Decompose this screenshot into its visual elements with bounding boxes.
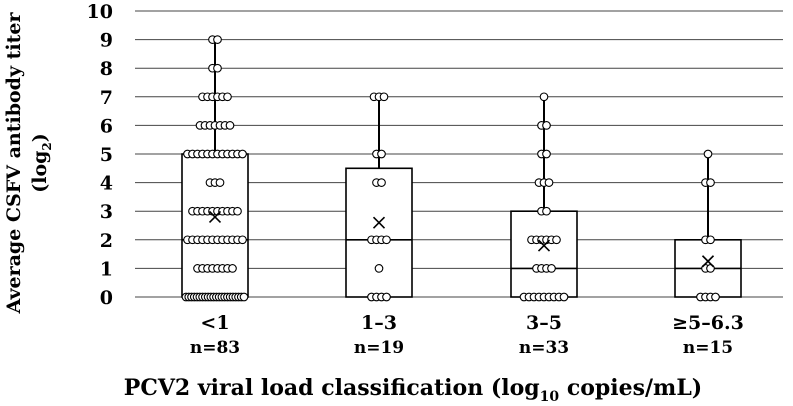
boxes — [181, 35, 742, 302]
y-tick-label: 1 — [100, 258, 113, 280]
data-point — [711, 292, 720, 302]
data-point — [542, 121, 551, 130]
y-tick-label: 8 — [100, 58, 113, 80]
data-point — [542, 206, 551, 216]
y-tick-label: 10 — [87, 1, 113, 23]
data-point — [225, 121, 235, 130]
category-labels: <1 n=83 1–3 n=19 3–5 n=33 ≥5–6.3 n=15 — [190, 312, 744, 358]
data-point — [552, 235, 561, 245]
box — [510, 210, 578, 298]
sample-size-label: n=15 — [683, 338, 733, 358]
mean-marker — [372, 216, 386, 229]
y-tick-label: 2 — [100, 230, 113, 252]
data-point — [559, 292, 569, 302]
sample-size-label: n=33 — [519, 338, 569, 358]
sample-size-label: n=83 — [190, 338, 240, 358]
y-tick-label: 4 — [100, 173, 113, 195]
box — [181, 153, 249, 298]
data-point — [223, 92, 232, 102]
box — [345, 167, 413, 298]
y-axis-ticks: 0 1 2 3 4 5 6 7 8 9 10 — [87, 1, 113, 309]
category-label: ≥5–6.3 — [672, 312, 744, 334]
data-point — [544, 178, 554, 187]
data-point — [238, 235, 247, 245]
data-point — [703, 149, 713, 159]
data-point — [239, 292, 249, 302]
y-tick-label: 3 — [100, 201, 113, 223]
y-axis-unit: (log2) — [29, 133, 54, 193]
data-point — [228, 264, 237, 273]
category-label: 1–3 — [361, 312, 397, 334]
data-point — [706, 178, 715, 187]
mean-marker — [701, 255, 715, 268]
data-point — [213, 35, 222, 44]
data-point — [215, 178, 225, 187]
sample-size-label: n=19 — [354, 338, 404, 358]
category-label: 3–5 — [526, 312, 562, 334]
data-point — [213, 63, 222, 73]
y-tick-label: 6 — [100, 115, 113, 137]
mean-marker — [208, 210, 222, 223]
y-tick-label: 7 — [100, 87, 113, 109]
data-point — [379, 92, 389, 102]
x-axis-title: PCV2 viral load classification (log10 co… — [124, 375, 702, 405]
category-label: <1 — [200, 312, 229, 334]
data-point — [233, 206, 242, 216]
data-point — [374, 264, 384, 273]
box-group — [181, 35, 249, 302]
data-point — [377, 178, 386, 187]
y-tick-label: 9 — [100, 30, 113, 52]
data-point — [382, 235, 391, 245]
box-group — [345, 92, 413, 302]
data-point — [377, 149, 386, 159]
data-point — [539, 92, 549, 102]
data-point — [382, 292, 391, 302]
data-point — [547, 264, 556, 273]
box-group — [510, 92, 578, 302]
y-tick-label: 0 — [100, 287, 113, 309]
data-point — [238, 149, 247, 159]
data-point — [706, 235, 715, 245]
box-group — [674, 149, 742, 302]
data-point — [542, 149, 551, 159]
mean-marker — [537, 239, 551, 252]
y-tick-label: 5 — [100, 144, 113, 166]
y-axis-title: Average CSFV antibody titer — [3, 12, 25, 315]
